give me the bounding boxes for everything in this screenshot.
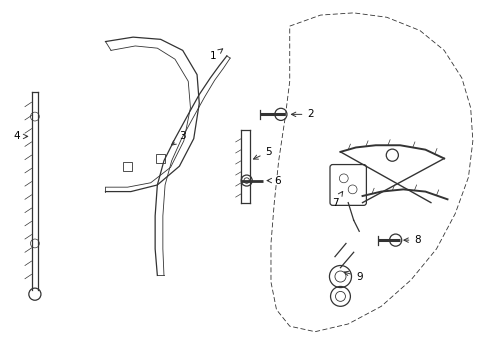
Text: 2: 2: [291, 109, 313, 120]
Text: 9: 9: [344, 271, 362, 282]
Text: 6: 6: [266, 176, 280, 185]
Text: 7: 7: [331, 192, 342, 208]
Bar: [123, 162, 132, 171]
Text: 8: 8: [403, 235, 420, 245]
Bar: [156, 154, 165, 163]
Text: 5: 5: [253, 147, 271, 159]
Text: 1: 1: [210, 49, 222, 61]
Text: 4: 4: [14, 131, 28, 141]
Text: 3: 3: [171, 131, 185, 145]
